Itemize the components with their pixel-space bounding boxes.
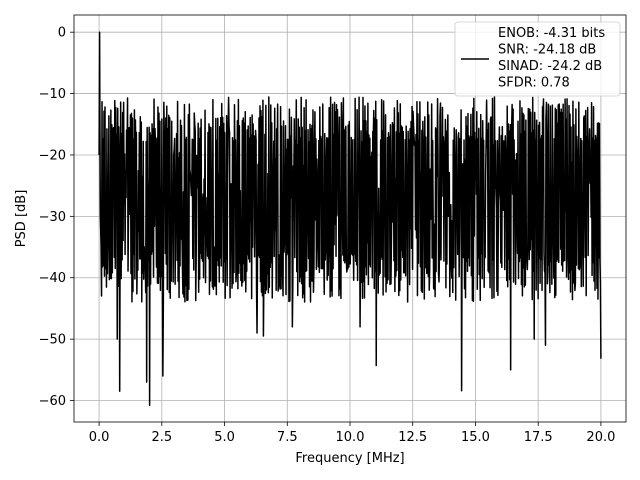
y-tick-label: −50	[39, 333, 66, 348]
x-tick-label: 15.0	[461, 430, 490, 445]
y-tick-label: −40	[39, 271, 66, 286]
y-tick-label: −10	[39, 87, 66, 102]
x-tick-label: 10.0	[336, 430, 365, 445]
x-axis-label: Frequency [MHz]	[295, 451, 404, 466]
x-tick-label: 5.0	[214, 430, 235, 445]
legend-entry-line: SNR: -24.18 dB	[498, 43, 596, 58]
legend-box	[454, 21, 621, 97]
legend-entry-label: ENOB: -4.31 bits SNR: -24.18 dB SINAD: -24…	[498, 26, 605, 91]
legend: ENOB: -4.31 bits SNR: -24.18 dB SINAD: -24…	[454, 21, 621, 97]
y-tick-label: −60	[39, 394, 66, 409]
y-tick-label: −20	[39, 148, 66, 163]
x-tick-label: 0.0	[89, 430, 110, 445]
series-layer	[98, 31, 602, 407]
x-tick-label: 7.5	[277, 430, 298, 445]
legend-entry-line: ENOB: -4.31 bits	[498, 26, 605, 41]
legend-entry-line: SINAD: -24.2 dB	[498, 59, 602, 74]
psd-series-line	[98, 31, 602, 407]
y-axis-label: PSD [dB]	[14, 190, 29, 248]
x-tick-label: 20.0	[586, 430, 615, 445]
x-tick-label: 12.5	[398, 430, 427, 445]
y-tick-label: −30	[39, 210, 66, 225]
y-tick-label: 0	[58, 26, 66, 41]
x-tick-label: 17.5	[524, 430, 553, 445]
legend-entry-line: SFDR: 0.78	[498, 76, 570, 91]
axis-ticks: 0.0 2.5 5.0 7.5 10.0 12.5 15.0 17.5 20.0 0 −10 −20 −…	[39, 26, 616, 445]
x-tick-label: 2.5	[151, 430, 172, 445]
